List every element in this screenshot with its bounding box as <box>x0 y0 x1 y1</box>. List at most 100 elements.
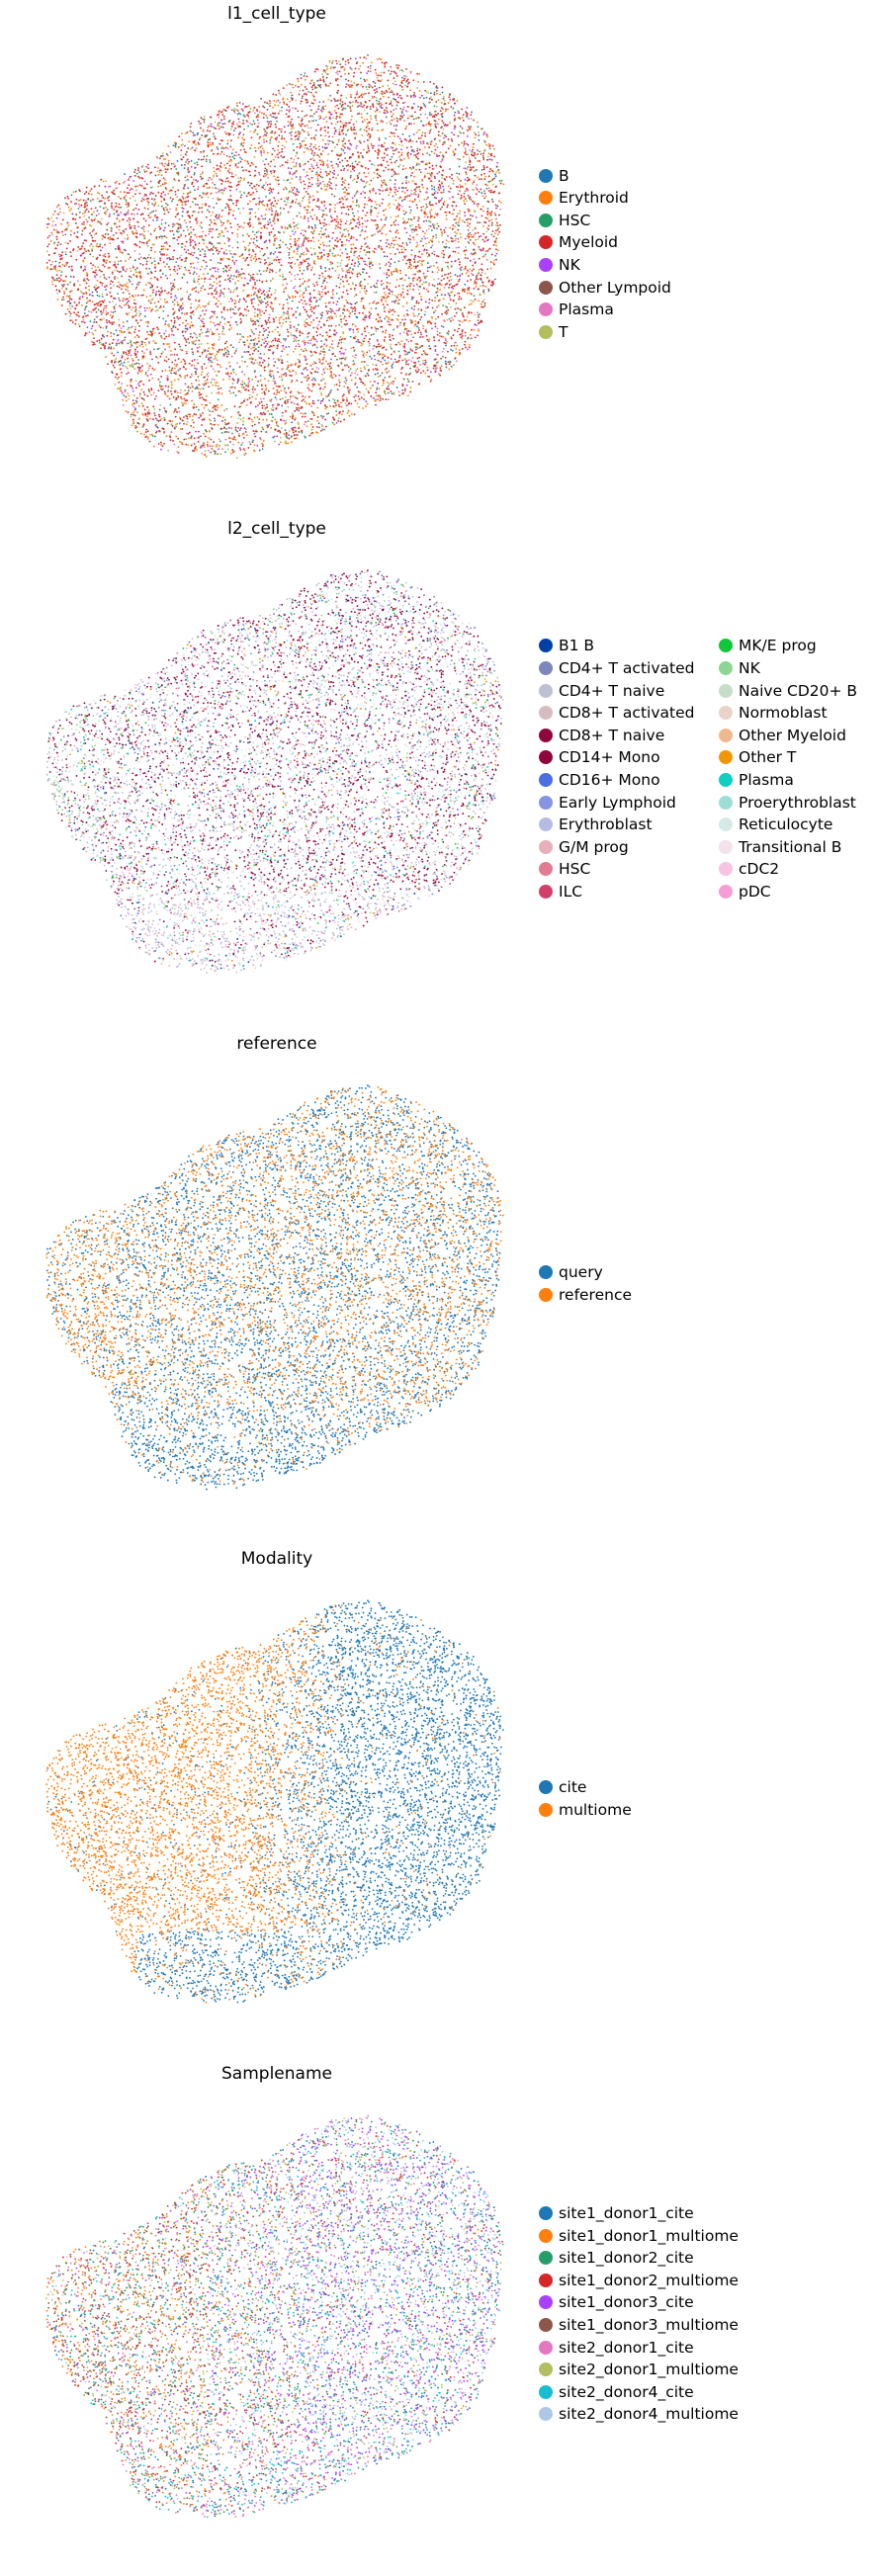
point <box>146 363 148 365</box>
point <box>459 216 461 219</box>
point <box>110 280 113 283</box>
point <box>348 268 350 271</box>
point <box>365 86 368 88</box>
point <box>321 75 324 78</box>
point <box>410 218 413 221</box>
point <box>385 209 388 211</box>
point <box>199 194 202 197</box>
point <box>85 282 88 285</box>
point <box>424 281 427 284</box>
point <box>132 394 135 396</box>
point <box>294 237 297 240</box>
point <box>466 116 469 118</box>
point <box>441 115 444 118</box>
point <box>63 197 66 200</box>
point <box>93 211 95 214</box>
point <box>349 276 352 279</box>
point <box>450 279 453 281</box>
point <box>136 411 138 413</box>
point <box>263 184 265 187</box>
point <box>148 379 151 382</box>
point <box>153 276 156 279</box>
point <box>282 322 285 325</box>
point <box>97 266 100 269</box>
point <box>312 154 315 157</box>
point <box>384 369 387 371</box>
point <box>319 350 322 353</box>
point <box>55 277 58 280</box>
point <box>248 342 251 345</box>
point <box>414 343 417 345</box>
point <box>283 374 285 376</box>
point <box>289 181 292 184</box>
point <box>401 284 404 287</box>
point <box>93 343 96 346</box>
point <box>218 170 221 172</box>
point <box>290 381 293 384</box>
point <box>195 339 197 342</box>
point <box>334 404 337 407</box>
point <box>246 339 249 342</box>
point <box>408 166 411 169</box>
point <box>179 345 181 348</box>
point <box>192 426 195 429</box>
point <box>359 391 362 394</box>
point <box>70 194 73 197</box>
point <box>227 258 230 261</box>
point <box>297 77 300 80</box>
point <box>138 176 141 179</box>
point <box>428 146 431 149</box>
point <box>467 143 470 146</box>
point <box>158 381 161 384</box>
point <box>420 345 423 347</box>
point <box>82 213 84 215</box>
point <box>125 283 127 286</box>
point <box>238 434 241 437</box>
point <box>255 239 258 242</box>
point <box>155 431 157 434</box>
point <box>118 183 121 185</box>
point <box>305 287 307 290</box>
point <box>190 321 193 323</box>
point <box>66 307 69 310</box>
point <box>385 233 388 236</box>
point <box>186 175 189 177</box>
point <box>264 385 267 386</box>
point <box>462 155 465 158</box>
point <box>304 236 306 238</box>
point <box>317 84 320 87</box>
point <box>313 260 315 263</box>
point <box>493 147 495 150</box>
point <box>77 315 80 317</box>
point <box>356 273 359 276</box>
point <box>365 405 367 407</box>
point <box>287 330 290 333</box>
point <box>104 203 107 205</box>
point <box>451 237 454 240</box>
point <box>273 258 276 261</box>
point <box>130 343 132 346</box>
point <box>333 398 336 401</box>
point <box>331 377 334 380</box>
point <box>288 256 291 259</box>
point <box>376 90 379 93</box>
point <box>371 189 374 192</box>
point <box>138 184 141 187</box>
point <box>431 164 434 167</box>
point <box>457 241 460 243</box>
point <box>479 160 481 162</box>
point <box>84 287 87 290</box>
point <box>191 351 194 354</box>
point <box>417 196 420 199</box>
point <box>335 177 337 180</box>
point <box>344 248 347 251</box>
point <box>181 330 184 333</box>
point <box>209 414 212 416</box>
point <box>223 164 226 166</box>
point <box>270 413 273 416</box>
point <box>162 247 165 250</box>
point <box>306 236 309 239</box>
point <box>282 98 285 101</box>
point <box>396 120 398 123</box>
point <box>377 129 379 131</box>
